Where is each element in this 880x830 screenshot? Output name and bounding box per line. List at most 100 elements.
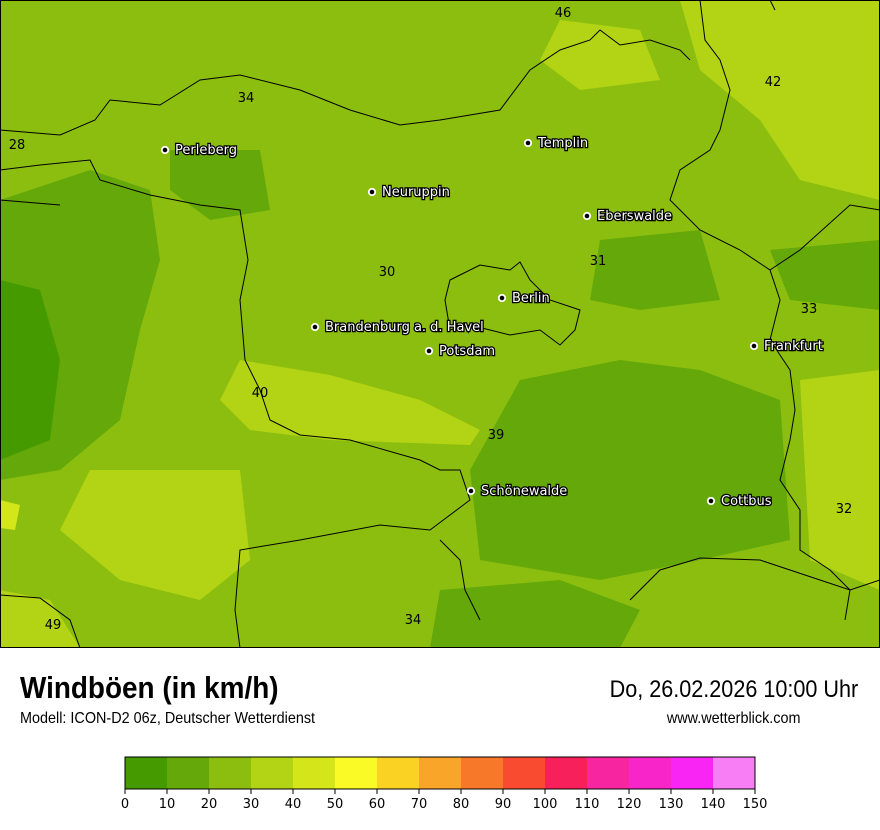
legend-swatch bbox=[419, 757, 461, 789]
city-marker[interactable]: Brandenburg a. d. Havel bbox=[310, 319, 485, 336]
legend-tick-label: 100 bbox=[533, 797, 558, 812]
legend-swatch bbox=[167, 757, 209, 789]
legend-tick-label: 30 bbox=[243, 797, 260, 812]
legend-swatch bbox=[545, 757, 587, 789]
legend-swatch bbox=[587, 757, 629, 789]
wind-area bbox=[470, 360, 790, 580]
wind-area bbox=[770, 240, 880, 310]
legend-swatch bbox=[503, 757, 545, 789]
legend-swatch bbox=[671, 757, 713, 789]
legend-tick-label: 140 bbox=[701, 797, 726, 812]
wind-field bbox=[0, 0, 880, 648]
border-line bbox=[769, 0, 776, 11]
wind-area bbox=[590, 230, 720, 310]
forecast-datetime: Do, 26.02.2026 10:00 Uhr bbox=[609, 676, 858, 703]
city-dot bbox=[706, 496, 716, 506]
city-marker[interactable]: Neuruppin bbox=[367, 184, 451, 201]
border-line bbox=[0, 29, 691, 136]
border-line bbox=[844, 589, 851, 621]
city-dot bbox=[310, 322, 320, 332]
value-label: 34 bbox=[238, 91, 255, 106]
border-line bbox=[0, 159, 471, 648]
legend-swatch bbox=[713, 757, 755, 789]
city-label: Schönewalde bbox=[481, 484, 567, 499]
legend-swatch bbox=[293, 757, 335, 789]
city-dot bbox=[497, 293, 507, 303]
border-line bbox=[439, 539, 481, 621]
value-label: 28 bbox=[9, 138, 26, 153]
legend-tick-label: 130 bbox=[659, 797, 684, 812]
value-label: 46 bbox=[555, 6, 572, 21]
legend-swatch bbox=[377, 757, 419, 789]
city-dot bbox=[466, 486, 476, 496]
value-label: 31 bbox=[590, 254, 607, 269]
website-link[interactable]: www.wetterblick.com bbox=[666, 710, 800, 727]
city-label: Eberswalde bbox=[597, 209, 672, 224]
legend-frame bbox=[124, 756, 756, 790]
value-label: 33 bbox=[801, 302, 818, 317]
legend-swatch bbox=[629, 757, 671, 789]
city-dot bbox=[160, 145, 170, 155]
wind-area bbox=[680, 0, 880, 200]
city-marker[interactable]: Templin bbox=[523, 135, 589, 152]
value-label: 32 bbox=[836, 502, 853, 517]
cities: Perleberg Templin Neuruppin Eberswalde Berli… bbox=[160, 135, 824, 510]
map-title: Windböen (in km/h) bbox=[20, 670, 279, 705]
legend-swatch bbox=[461, 757, 503, 789]
color-legend: 0 10 20 30 40 50 60 70 80 90 100 110 120 130 140 150 bbox=[121, 756, 768, 812]
wind-gust-map: Perleberg Templin Neuruppin Eberswalde Berli… bbox=[0, 0, 880, 648]
wind-area bbox=[540, 20, 660, 90]
city-marker[interactable]: Perleberg bbox=[160, 142, 238, 159]
legend-tick-label: 120 bbox=[617, 797, 642, 812]
value-label: 42 bbox=[765, 75, 782, 90]
city-dot bbox=[424, 346, 434, 356]
legend-tick-label: 40 bbox=[285, 797, 302, 812]
value-label: 39 bbox=[488, 428, 505, 443]
wind-area bbox=[220, 360, 480, 445]
value-label: 49 bbox=[45, 618, 62, 633]
city-marker[interactable]: Schönewalde bbox=[466, 483, 569, 500]
legend-tick-label: 50 bbox=[327, 797, 344, 812]
wind-area bbox=[0, 590, 80, 648]
wind-area bbox=[800, 370, 880, 590]
value-label: 30 bbox=[379, 265, 396, 280]
city-dot bbox=[582, 211, 592, 221]
wind-area bbox=[0, 500, 20, 530]
city-dot bbox=[523, 138, 533, 148]
value-label: 40 bbox=[252, 386, 269, 401]
legend-tick-label: 20 bbox=[201, 797, 218, 812]
legend-tick-label: 110 bbox=[575, 797, 600, 812]
city-label: Cottbus bbox=[721, 494, 772, 509]
value-label: 34 bbox=[405, 613, 422, 628]
value-labels: 46 42 34 28 30 31 33 40 39 32 49 34 bbox=[9, 6, 853, 633]
city-marker[interactable]: Eberswalde bbox=[582, 208, 673, 225]
city-label: Templin bbox=[537, 136, 588, 151]
city-label: Neuruppin bbox=[382, 185, 450, 200]
border-line bbox=[0, 199, 61, 206]
city-label: Potsdam bbox=[439, 344, 495, 359]
legend-swatch bbox=[251, 757, 293, 789]
wind-area bbox=[170, 150, 270, 220]
city-marker[interactable]: Berlin bbox=[497, 290, 551, 307]
border-line bbox=[0, 594, 81, 648]
legend-swatch bbox=[335, 757, 377, 789]
legend-tick-label: 80 bbox=[453, 797, 470, 812]
city-dot bbox=[749, 341, 759, 351]
legend-tick-label: 10 bbox=[159, 797, 176, 812]
legend-swatch bbox=[209, 757, 251, 789]
city-marker[interactable]: Cottbus bbox=[706, 493, 773, 510]
city-marker[interactable]: Frankfurt bbox=[749, 338, 824, 355]
wind-area bbox=[0, 280, 60, 460]
city-label: Berlin bbox=[512, 291, 550, 306]
city-label: Frankfurt bbox=[764, 339, 823, 354]
border-line bbox=[444, 261, 581, 346]
model-source: Modell: ICON-D2 06z, Deutscher Wetterdie… bbox=[20, 710, 316, 727]
legend-tick-label: 150 bbox=[743, 797, 768, 812]
wind-area bbox=[60, 470, 250, 600]
legend-tick-label: 0 bbox=[121, 797, 129, 812]
city-marker[interactable]: Potsdam bbox=[424, 343, 496, 360]
city-label: Perleberg bbox=[175, 143, 237, 158]
legend-tick-label: 70 bbox=[411, 797, 428, 812]
city-dot bbox=[367, 187, 377, 197]
city-label: Brandenburg a. d. Havel bbox=[325, 320, 484, 335]
